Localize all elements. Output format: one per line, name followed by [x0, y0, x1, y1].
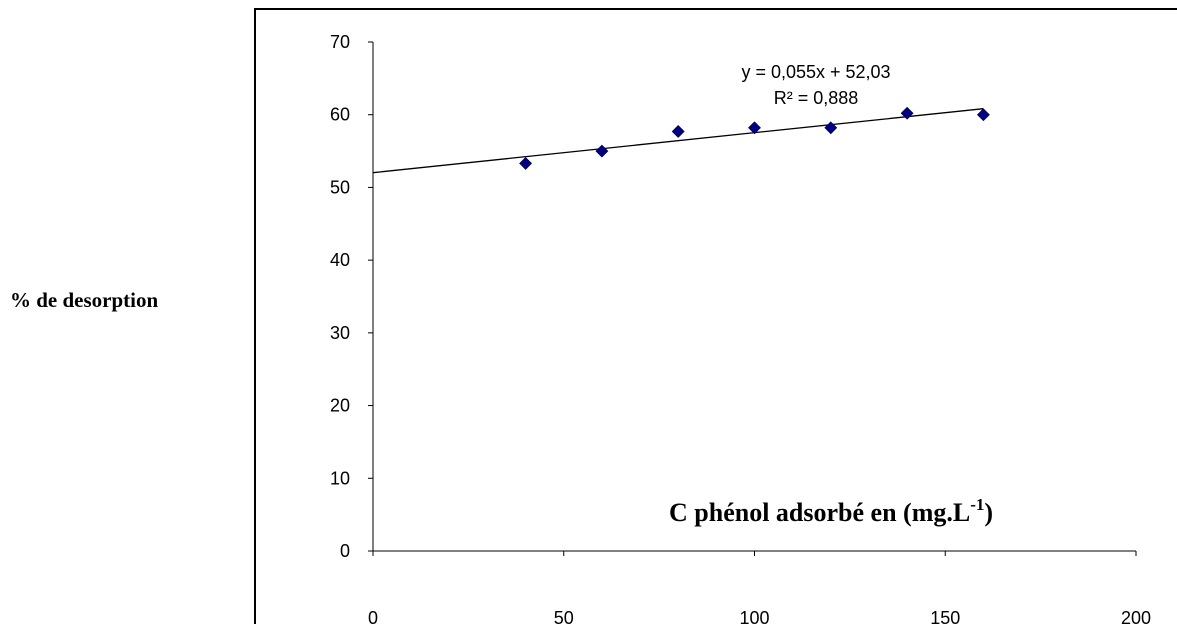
x-tick-label: 100: [739, 608, 769, 624]
y-tick-label: 40: [330, 250, 350, 270]
data-point-marker: [748, 121, 761, 135]
x-axis-label-superscript: -1: [970, 495, 985, 514]
data-point-marker: [824, 121, 838, 135]
data-points: [519, 106, 990, 170]
y-ticks: 0 10 20 30 40 50 60 70: [330, 32, 373, 561]
trendline-r2: R² = 0,888: [774, 88, 859, 108]
y-axis-label: % de desorption: [10, 288, 159, 312]
chart-frame: [254, 8, 1177, 624]
data-point-marker: [519, 157, 533, 170]
x-tick-label: 50: [554, 608, 574, 624]
y-tick-label: 50: [330, 177, 350, 197]
trendline-equation: y = 0,055x + 52,03: [741, 62, 890, 82]
data-point-marker: [595, 144, 609, 158]
axes: [372, 42, 1136, 552]
x-tick-label: 150: [930, 608, 960, 624]
y-tick-label: 30: [330, 323, 350, 343]
x-axis-label-text: C phénol adsorbé en (mg.L: [669, 498, 971, 527]
y-tick-label: 10: [330, 468, 350, 488]
y-tick-label: 70: [330, 32, 350, 52]
trendline: [372, 108, 984, 174]
x-tick-label: 0: [368, 608, 378, 624]
x-tick-label: 200: [1121, 608, 1151, 624]
y-tick-label: 0: [340, 541, 350, 561]
y-tick-label: 20: [330, 396, 350, 416]
data-point-marker: [671, 125, 685, 138]
trendline-group: [372, 108, 984, 174]
data-point-marker: [900, 106, 914, 120]
y-tick-label: 60: [330, 105, 350, 125]
x-axis-label-suffix: ): [984, 498, 994, 527]
x-ticks: 0 50 100 150 200: [368, 551, 1151, 624]
data-point-marker: [976, 108, 990, 122]
x-axis-label: C phénol adsorbé en (mg.L-1): [669, 495, 994, 528]
